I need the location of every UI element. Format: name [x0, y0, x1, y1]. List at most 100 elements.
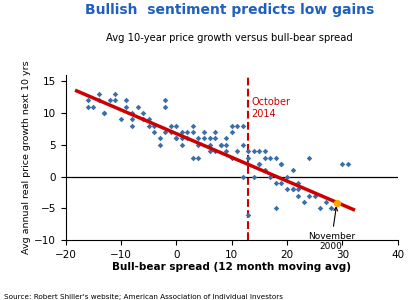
- Point: [156, 136, 162, 141]
- Point: [173, 123, 179, 128]
- Point: [123, 104, 129, 109]
- Point: [272, 155, 279, 160]
- Point: [211, 149, 218, 154]
- Point: [233, 149, 240, 154]
- Point: [244, 212, 251, 217]
- Point: [134, 104, 141, 109]
- Point: [128, 111, 135, 116]
- Point: [239, 142, 245, 147]
- Point: [288, 187, 295, 192]
- Point: [128, 117, 135, 122]
- Point: [299, 200, 306, 204]
- Point: [95, 98, 102, 103]
- Point: [84, 98, 91, 103]
- Point: [178, 130, 184, 134]
- Point: [283, 187, 290, 192]
- Point: [267, 174, 273, 179]
- Y-axis label: Avg annual real price growth next 10 yrs: Avg annual real price growth next 10 yrs: [22, 61, 31, 254]
- Point: [222, 142, 229, 147]
- Point: [173, 136, 179, 141]
- Point: [173, 136, 179, 141]
- Point: [145, 123, 151, 128]
- Point: [211, 136, 218, 141]
- Point: [239, 174, 245, 179]
- Point: [162, 104, 168, 109]
- Point: [261, 149, 267, 154]
- Point: [228, 123, 234, 128]
- Point: [217, 142, 223, 147]
- Point: [255, 161, 262, 166]
- Point: [139, 111, 146, 116]
- Text: Bullish  sentiment predicts low gains: Bullish sentiment predicts low gains: [85, 3, 373, 17]
- Point: [311, 193, 317, 198]
- Point: [195, 136, 201, 141]
- Point: [222, 136, 229, 141]
- Point: [288, 168, 295, 172]
- Point: [184, 136, 190, 141]
- Point: [162, 130, 168, 134]
- Point: [206, 142, 212, 147]
- Point: [106, 98, 113, 103]
- Point: [189, 155, 196, 160]
- Point: [272, 181, 279, 185]
- Point: [222, 149, 229, 154]
- Point: [128, 123, 135, 128]
- Point: [162, 98, 168, 103]
- Point: [101, 111, 107, 116]
- Point: [151, 123, 157, 128]
- Point: [272, 206, 279, 211]
- Point: [294, 193, 301, 198]
- Point: [145, 117, 151, 122]
- Point: [250, 149, 256, 154]
- Point: [178, 136, 184, 141]
- Point: [112, 98, 119, 103]
- Point: [305, 193, 312, 198]
- Point: [195, 142, 201, 147]
- Point: [277, 161, 284, 166]
- Point: [139, 117, 146, 122]
- X-axis label: Bull-bear spread (12 month moving avg): Bull-bear spread (12 month moving avg): [112, 262, 350, 272]
- Point: [200, 130, 207, 134]
- Point: [95, 92, 102, 96]
- Point: [244, 149, 251, 154]
- Point: [321, 200, 328, 204]
- Point: [294, 187, 301, 192]
- Point: [206, 136, 212, 141]
- Point: [167, 130, 173, 134]
- Point: [233, 123, 240, 128]
- Point: [277, 181, 284, 185]
- Point: [305, 155, 312, 160]
- Point: [261, 155, 267, 160]
- Point: [228, 130, 234, 134]
- Text: November
2000: November 2000: [307, 207, 354, 251]
- Point: [211, 130, 218, 134]
- Point: [294, 181, 301, 185]
- Point: [239, 123, 245, 128]
- Point: [112, 92, 119, 96]
- Point: [344, 161, 350, 166]
- Point: [90, 104, 97, 109]
- Point: [101, 111, 107, 116]
- Point: [283, 174, 290, 179]
- Point: [189, 123, 196, 128]
- Point: [178, 142, 184, 147]
- Point: [250, 174, 256, 179]
- Text: October
2014: October 2014: [250, 97, 289, 119]
- Point: [255, 149, 262, 154]
- Point: [316, 206, 323, 211]
- Point: [123, 98, 129, 103]
- Point: [206, 149, 212, 154]
- Text: Avg 10-year price growth versus bull-bear spread: Avg 10-year price growth versus bull-bea…: [106, 33, 352, 43]
- Point: [261, 168, 267, 172]
- Point: [244, 155, 251, 160]
- Point: [338, 161, 345, 166]
- Point: [84, 104, 91, 109]
- Point: [333, 201, 339, 206]
- Point: [200, 136, 207, 141]
- Point: [277, 161, 284, 166]
- Point: [184, 130, 190, 134]
- Point: [217, 142, 223, 147]
- Point: [156, 142, 162, 147]
- Point: [267, 155, 273, 160]
- Point: [117, 117, 124, 122]
